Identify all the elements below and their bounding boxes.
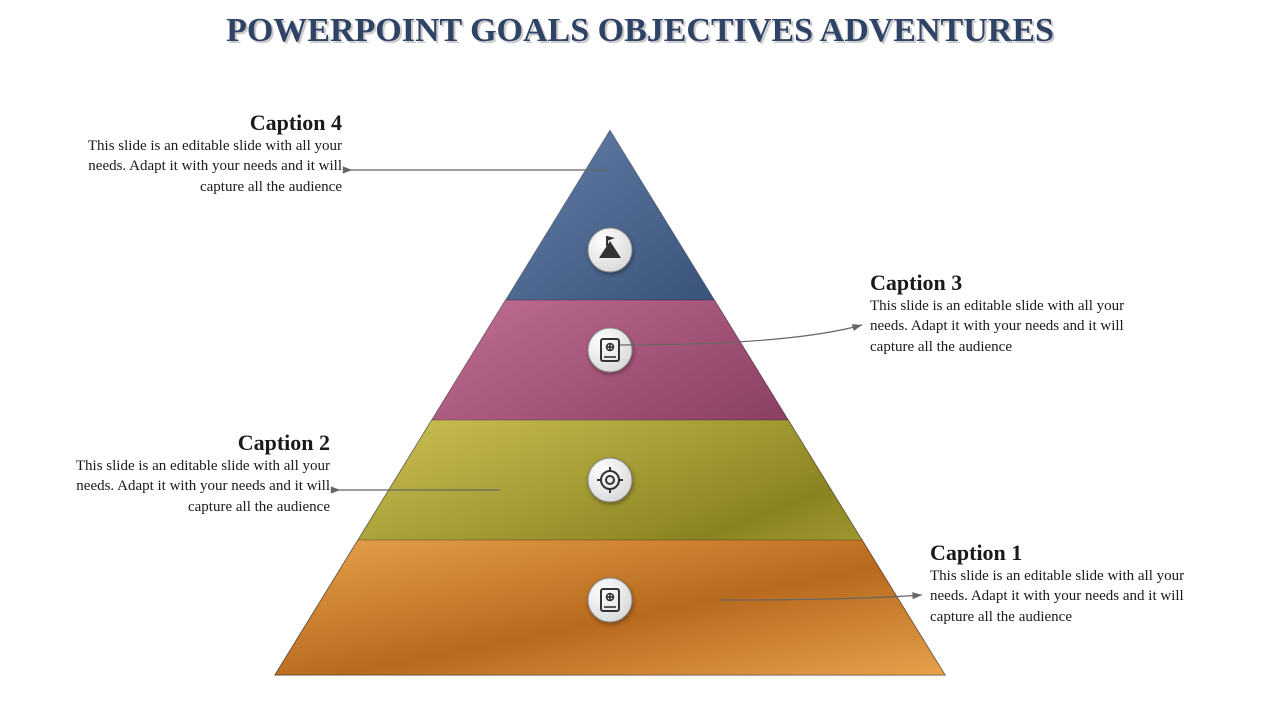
caption-4-desc: This slide is an editable slide with all… [82,136,342,197]
caption-2-title: Caption 2 [70,430,330,456]
caption-2-desc: This slide is an editable slide with all… [70,456,330,517]
caption-3-title: Caption 3 [870,270,1130,296]
caption-4-title: Caption 4 [82,110,342,136]
caption-2: Caption 2This slide is an editable slide… [70,430,330,517]
caption-1-desc: This slide is an editable slide with all… [930,566,1190,627]
slide-stage: POWERPOINT GOALS OBJECTIVES ADVENTURES C… [0,0,1280,720]
caption-1: Caption 1This slide is an editable slide… [930,540,1190,627]
icon-circle-2 [588,458,632,502]
caption-3-desc: This slide is an editable slide with all… [870,296,1130,357]
caption-3: Caption 3This slide is an editable slide… [870,270,1130,357]
caption-1-title: Caption 1 [930,540,1190,566]
caption-4: Caption 4This slide is an editable slide… [82,110,342,197]
